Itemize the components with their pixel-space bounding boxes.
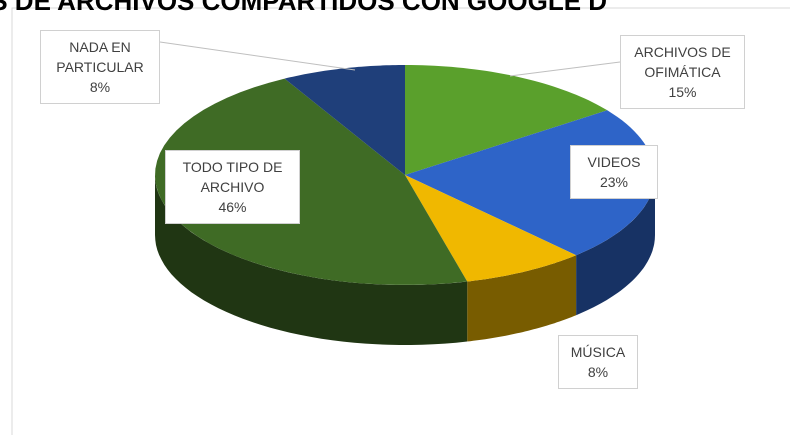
label-value: 46% [218, 199, 247, 215]
chart-frame [11, 7, 790, 435]
pie-slice [405, 65, 608, 175]
label-value: 8% [89, 79, 111, 95]
data-label: VIDEOS 23% [570, 145, 658, 199]
label-category: TODO TIPO DE ARCHIVO [182, 159, 283, 195]
chart-title: OS DE ARCHIVOS COMPARTIDOS CON GOOGLE D [0, 0, 608, 16]
label-category: MÚSICA [570, 344, 626, 360]
pie-slice [155, 78, 468, 285]
pie-side [155, 175, 468, 345]
leader-line [159, 41, 356, 71]
pie-side [467, 255, 577, 342]
pie-slice [405, 175, 577, 282]
label-value: 23% [599, 174, 629, 190]
label-category: ARCHIVOS DE OFIMÁTICA [634, 44, 731, 80]
pie-side [576, 175, 655, 316]
data-label: MÚSICA 8% [558, 335, 638, 389]
leader-line [509, 61, 621, 77]
data-label: ARCHIVOS DE OFIMÁTICA 15% [620, 35, 745, 109]
label-category: VIDEOS [587, 154, 641, 170]
data-label: TODO TIPO DE ARCHIVO 46% [165, 150, 300, 224]
label-category: NADA EN PARTICULAR [56, 39, 144, 75]
data-label: NADA EN PARTICULAR 8% [40, 30, 160, 104]
pie-slice [284, 65, 405, 175]
label-value: 8% [587, 364, 609, 380]
label-value: 15% [668, 84, 697, 100]
